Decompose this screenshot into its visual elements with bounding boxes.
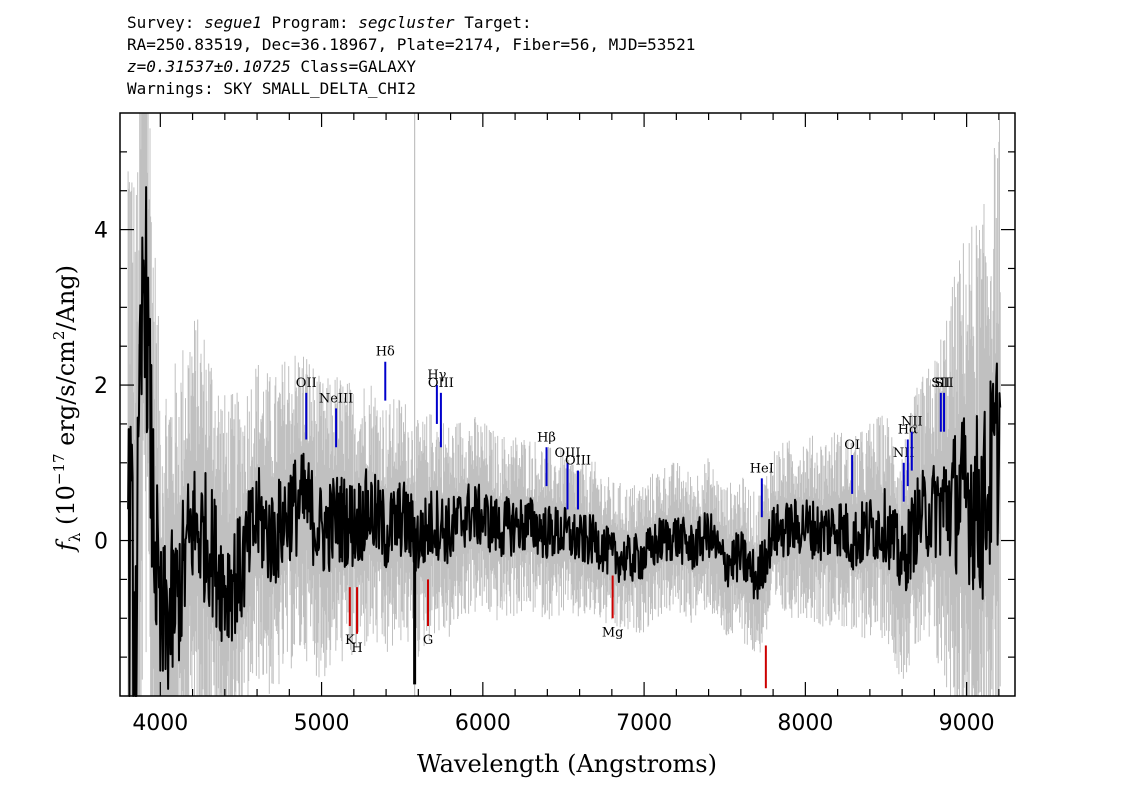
- line-label-7: OIII: [565, 454, 591, 469]
- survey-value: segue1: [204, 13, 262, 32]
- line-label-15: K: [345, 633, 355, 648]
- error-band: [127, 113, 1001, 696]
- x-axis-label: Wavelength (Angstroms): [417, 750, 717, 778]
- flux-line: [127, 186, 1002, 697]
- line-label-3: Hγ: [427, 368, 446, 383]
- error-band-layer: [127, 113, 1001, 696]
- line-label-9: OI: [844, 438, 860, 453]
- line-label-8: HeI: [750, 461, 774, 476]
- header-line-warnings: Warnings: SKY SMALL_DELTA_CHI2: [127, 79, 416, 98]
- y-tick-label: 2: [94, 374, 108, 399]
- line-label-13: SII: [931, 376, 950, 391]
- y-axis-label: fλ (10−17 erg/s/cm2/Ang): [50, 265, 84, 553]
- line-label-17: G: [423, 633, 433, 648]
- line-label-10: NII: [893, 446, 915, 461]
- redshift-value: z=0.31537±0.10725: [127, 57, 291, 76]
- program-value: segcluster: [358, 13, 455, 32]
- survey-label: Survey:: [127, 13, 195, 32]
- line-label-12: NII: [901, 415, 923, 430]
- plot-frame: [119, 112, 1016, 697]
- x-tick-label: 5000: [294, 711, 350, 736]
- x-tick-label: 4000: [132, 711, 188, 736]
- line-label-0: OII: [296, 376, 317, 391]
- line-label-6: OIII: [554, 446, 580, 461]
- target-label: Target:: [464, 13, 532, 32]
- line-label-1: NeIII: [319, 391, 353, 406]
- x-tick-label: 7000: [616, 711, 672, 736]
- x-axis-ticks: 4000 5000 6000 7000 8000 9000: [132, 113, 1000, 736]
- header-line-survey: Survey: segue1 Program: segcluster Targe…: [127, 12, 695, 34]
- line-label-4: OIII: [428, 376, 454, 391]
- x-tick-label: 8000: [777, 711, 833, 736]
- line-label-2: Hδ: [376, 345, 395, 360]
- y-tick-label: 0: [94, 530, 108, 555]
- spectral-line-markers: OIINeIIIHδHγOIIIHβOIIIOIIIHeIOINIIHαNIIS…: [296, 345, 954, 689]
- line-label-11: Hα: [898, 422, 918, 437]
- x-tick-label: 6000: [455, 711, 511, 736]
- y-tick-label: 4: [94, 219, 108, 244]
- class-value: Class=GALAXY: [300, 57, 416, 76]
- line-label-14: SII: [934, 376, 953, 391]
- x-tick-label: 9000: [939, 711, 995, 736]
- line-label-16: H: [351, 641, 362, 656]
- header-line-redshift: z=0.31537±0.10725 Class=GALAXY: [127, 56, 695, 78]
- header-line-coords: RA=250.83519, Dec=36.18967, Plate=2174, …: [127, 35, 696, 54]
- y-axis-ticks: 0 2 4: [94, 151, 1015, 658]
- spectrum-header: Survey: segue1 Program: segcluster Targe…: [127, 12, 695, 100]
- flux-line-layer: [127, 186, 1002, 697]
- program-label: Program:: [271, 13, 349, 32]
- line-label-18: Mg: [602, 625, 624, 640]
- line-label-5: Hβ: [537, 430, 556, 445]
